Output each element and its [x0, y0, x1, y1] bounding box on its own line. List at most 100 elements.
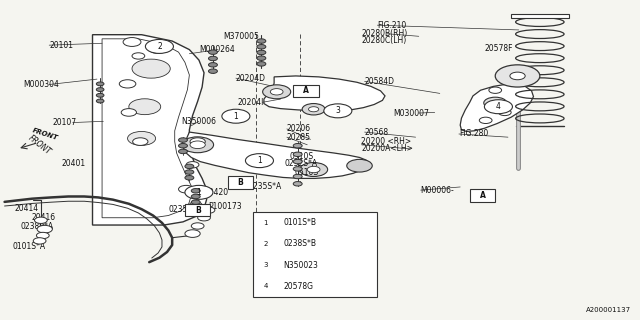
Text: N350006: N350006 — [181, 117, 216, 126]
Circle shape — [127, 132, 156, 145]
Text: 20416: 20416 — [32, 213, 56, 222]
Circle shape — [185, 176, 194, 180]
Text: 20414: 20414 — [14, 204, 38, 213]
Text: 20420: 20420 — [204, 188, 228, 197]
Circle shape — [33, 238, 46, 244]
Text: M370005: M370005 — [223, 32, 259, 41]
Circle shape — [191, 188, 200, 193]
Circle shape — [129, 99, 161, 115]
Circle shape — [198, 215, 211, 221]
Text: 1: 1 — [264, 220, 268, 226]
Circle shape — [97, 88, 104, 92]
Circle shape — [293, 174, 302, 179]
Circle shape — [123, 37, 141, 46]
Circle shape — [179, 185, 194, 193]
Text: 20200 <RH>: 20200 <RH> — [362, 137, 412, 146]
Circle shape — [191, 200, 200, 204]
Text: M000264: M000264 — [199, 45, 235, 54]
Text: 2: 2 — [157, 42, 162, 51]
Text: P100173: P100173 — [209, 203, 242, 212]
Text: A200001137: A200001137 — [586, 307, 631, 313]
Text: FIG.280: FIG.280 — [459, 130, 488, 139]
Text: A: A — [479, 191, 485, 200]
Bar — [185, 204, 211, 216]
Circle shape — [293, 152, 302, 156]
Text: 3: 3 — [335, 106, 340, 115]
Circle shape — [510, 72, 525, 80]
Circle shape — [185, 170, 194, 174]
Circle shape — [37, 225, 52, 233]
Bar — [470, 189, 495, 202]
Text: 0238S*A: 0238S*A — [20, 222, 54, 231]
Text: B: B — [195, 206, 200, 215]
Circle shape — [119, 80, 136, 88]
Polygon shape — [460, 84, 534, 132]
Text: 20401: 20401 — [62, 159, 86, 168]
Circle shape — [185, 230, 200, 237]
Text: 20568: 20568 — [365, 128, 388, 137]
Circle shape — [202, 207, 215, 213]
Circle shape — [132, 138, 148, 145]
Circle shape — [97, 99, 104, 103]
Text: 20101: 20101 — [49, 41, 73, 50]
Circle shape — [257, 261, 275, 270]
Text: 20107: 20107 — [52, 118, 77, 127]
Text: 1: 1 — [234, 112, 238, 121]
Circle shape — [257, 218, 275, 227]
Circle shape — [209, 69, 218, 73]
Circle shape — [307, 166, 320, 173]
Circle shape — [179, 138, 188, 142]
Text: 20280B(RH): 20280B(RH) — [362, 29, 408, 38]
Text: 1: 1 — [257, 156, 262, 165]
Circle shape — [262, 85, 291, 99]
Circle shape — [495, 65, 540, 87]
Circle shape — [185, 185, 213, 199]
Text: 20204I: 20204I — [237, 98, 264, 107]
Circle shape — [257, 56, 266, 60]
Circle shape — [209, 56, 218, 61]
Circle shape — [209, 50, 218, 54]
Text: M000304: M000304 — [24, 80, 60, 89]
Polygon shape — [185, 132, 370, 178]
Bar — [511, 14, 569, 18]
Text: 0232S*A: 0232S*A — [285, 159, 318, 168]
Text: 2: 2 — [264, 241, 268, 247]
Text: N350023: N350023 — [283, 261, 318, 270]
Text: 0235S*A: 0235S*A — [248, 181, 282, 190]
Circle shape — [300, 163, 328, 177]
Circle shape — [257, 239, 275, 248]
Circle shape — [145, 39, 173, 53]
Circle shape — [150, 46, 165, 53]
Circle shape — [293, 181, 302, 186]
Circle shape — [132, 53, 145, 59]
Text: 3: 3 — [264, 262, 268, 268]
Text: 20584D: 20584D — [365, 77, 395, 86]
Text: FRONT: FRONT — [32, 127, 60, 141]
Circle shape — [132, 59, 170, 78]
Circle shape — [479, 117, 492, 124]
Text: 20285: 20285 — [287, 133, 311, 142]
Circle shape — [257, 39, 266, 43]
Circle shape — [489, 87, 502, 93]
Text: 4: 4 — [264, 284, 268, 289]
Text: 0235S*A: 0235S*A — [168, 205, 202, 214]
Polygon shape — [264, 76, 385, 111]
Text: 0510S: 0510S — [294, 168, 319, 177]
Circle shape — [257, 44, 266, 49]
Text: M030007: M030007 — [394, 108, 429, 117]
Circle shape — [499, 109, 511, 116]
Circle shape — [308, 107, 319, 112]
Circle shape — [257, 50, 266, 55]
Circle shape — [302, 104, 325, 115]
Text: 0101S*A: 0101S*A — [13, 242, 46, 251]
Circle shape — [191, 194, 200, 199]
Bar — [293, 84, 319, 97]
Circle shape — [191, 223, 204, 229]
Circle shape — [347, 159, 372, 172]
Circle shape — [179, 149, 188, 154]
Text: 0310S: 0310S — [289, 152, 314, 161]
Polygon shape — [93, 35, 207, 225]
Circle shape — [484, 97, 507, 108]
Bar — [228, 177, 253, 189]
Circle shape — [293, 167, 302, 171]
